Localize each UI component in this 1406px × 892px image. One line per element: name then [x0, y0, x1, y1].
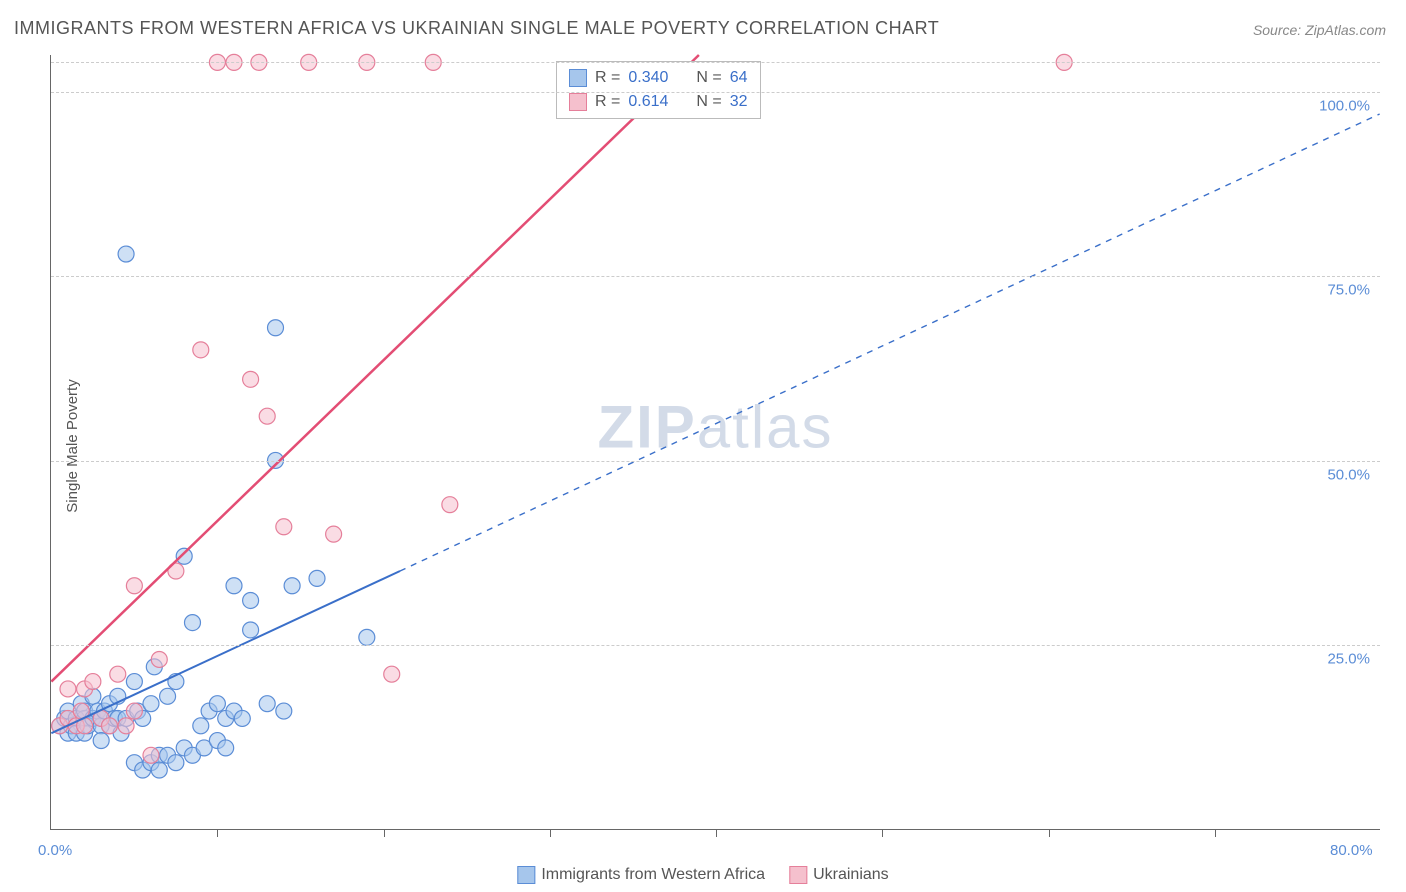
data-point [226, 578, 242, 594]
data-point [259, 408, 275, 424]
data-point [101, 718, 117, 734]
trend-line [51, 571, 400, 733]
x-tick [384, 829, 385, 837]
x-tick [1049, 829, 1050, 837]
chart-title: IMMIGRANTS FROM WESTERN AFRICA VS UKRAIN… [14, 18, 939, 39]
grid-line-h [51, 461, 1380, 462]
data-point [151, 651, 167, 667]
x-tick [550, 829, 551, 837]
stats-row: R = 0.614 N = 32 [569, 90, 748, 114]
data-point [126, 578, 142, 594]
legend-label: Immigrants from Western Africa [541, 866, 765, 884]
data-point [143, 696, 159, 712]
stats-n-label: N = [696, 90, 721, 114]
legend-swatch [789, 866, 807, 884]
x-tick [1215, 829, 1216, 837]
data-point [384, 666, 400, 682]
data-point [442, 497, 458, 513]
stats-n-label: N = [696, 66, 721, 90]
data-point [60, 681, 76, 697]
data-point [243, 622, 259, 638]
trend-line-dashed [400, 114, 1380, 571]
legend-bottom: Immigrants from Western Africa Ukrainian… [517, 866, 888, 884]
data-point [218, 740, 234, 756]
stats-swatch [569, 93, 587, 111]
stats-n-value: 32 [730, 90, 748, 114]
y-tick-label: 100.0% [1319, 97, 1370, 114]
data-point [234, 710, 250, 726]
y-tick-label: 25.0% [1327, 651, 1370, 668]
stats-r-label: R = [595, 66, 620, 90]
data-point [268, 320, 284, 336]
data-point [118, 246, 134, 262]
x-tick [716, 829, 717, 837]
data-point [243, 371, 259, 387]
data-point [193, 342, 209, 358]
data-point [110, 666, 126, 682]
y-tick-label: 75.0% [1327, 282, 1370, 299]
scatter-svg [51, 55, 1380, 829]
legend-item: Ukrainians [789, 866, 889, 884]
grid-line-h [51, 92, 1380, 93]
data-point [326, 526, 342, 542]
legend-item: Immigrants from Western Africa [517, 866, 765, 884]
correlation-stats-box: R = 0.340 N = 64 R = 0.614 N = 32 [556, 61, 761, 119]
data-point [259, 696, 275, 712]
data-point [209, 696, 225, 712]
grid-line-h [51, 645, 1380, 646]
x-tick [882, 829, 883, 837]
data-point [151, 762, 167, 778]
plot-area: ZIPatlas R = 0.340 N = 64 R = 0.614 N = … [50, 55, 1380, 830]
data-point [168, 755, 184, 771]
data-point [93, 733, 109, 749]
y-tick-label: 50.0% [1327, 466, 1370, 483]
stats-r-label: R = [595, 90, 620, 114]
legend-label: Ukrainians [813, 866, 889, 884]
data-point [85, 674, 101, 690]
chart-container: IMMIGRANTS FROM WESTERN AFRICA VS UKRAIN… [0, 0, 1406, 892]
data-point [126, 703, 142, 719]
data-point [276, 519, 292, 535]
x-axis-max-label: 80.0% [1330, 842, 1373, 859]
x-tick [217, 829, 218, 837]
data-point [359, 629, 375, 645]
x-axis-min-label: 0.0% [38, 842, 72, 859]
stats-row: R = 0.340 N = 64 [569, 66, 748, 90]
data-point [184, 615, 200, 631]
stats-n-value: 64 [730, 66, 748, 90]
data-point [160, 688, 176, 704]
grid-line-h [51, 276, 1380, 277]
data-point [193, 718, 209, 734]
data-point [126, 674, 142, 690]
data-point [309, 570, 325, 586]
data-point [143, 747, 159, 763]
stats-r-value: 0.340 [628, 66, 668, 90]
grid-line-h [51, 62, 1380, 63]
stats-r-value: 0.614 [628, 90, 668, 114]
data-point [243, 592, 259, 608]
source-attribution: Source: ZipAtlas.com [1253, 22, 1386, 38]
data-point [284, 578, 300, 594]
data-point [276, 703, 292, 719]
trend-line [51, 55, 699, 682]
stats-swatch [569, 69, 587, 87]
legend-swatch [517, 866, 535, 884]
data-point [118, 718, 134, 734]
data-point [176, 548, 192, 564]
